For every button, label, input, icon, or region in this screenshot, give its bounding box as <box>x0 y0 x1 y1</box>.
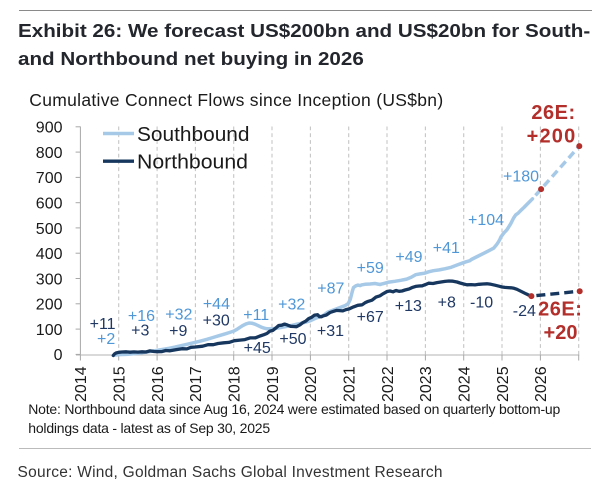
svg-text:Northbound: Northbound <box>137 152 248 174</box>
svg-text:600: 600 <box>36 196 63 213</box>
svg-text:2015: 2015 <box>112 366 129 402</box>
svg-text:+16: +16 <box>128 308 155 325</box>
svg-text:2023: 2023 <box>418 366 435 402</box>
svg-text:2019: 2019 <box>265 366 282 402</box>
svg-text:+104: +104 <box>468 212 504 229</box>
svg-text:+200: +200 <box>527 126 577 148</box>
svg-text:2025: 2025 <box>495 366 512 402</box>
svg-text:+49: +49 <box>395 249 422 266</box>
svg-text:+87: +87 <box>317 281 344 298</box>
svg-text:Southbound: Southbound <box>137 124 250 146</box>
svg-text:100: 100 <box>36 322 63 339</box>
svg-text:400: 400 <box>36 246 63 263</box>
svg-text:+3: +3 <box>131 322 149 339</box>
svg-text:+30: +30 <box>203 312 230 329</box>
svg-text:2020: 2020 <box>303 366 320 402</box>
svg-text:+45: +45 <box>244 340 271 357</box>
svg-text:-10: -10 <box>470 294 493 311</box>
svg-text:+20: +20 <box>544 322 578 344</box>
svg-text:-24: -24 <box>513 303 536 320</box>
svg-text:2014: 2014 <box>73 366 90 402</box>
svg-text:2024: 2024 <box>457 366 474 402</box>
svg-text:500: 500 <box>36 221 63 238</box>
svg-text:+32: +32 <box>278 296 305 313</box>
svg-text:2021: 2021 <box>342 366 359 402</box>
svg-text:+31: +31 <box>317 323 344 340</box>
svg-text:0: 0 <box>54 347 63 364</box>
svg-text:+13: +13 <box>395 298 422 315</box>
svg-text:2017: 2017 <box>188 366 205 402</box>
svg-text:+9: +9 <box>169 323 187 340</box>
svg-text:800: 800 <box>36 145 63 162</box>
svg-text:+180: +180 <box>503 169 539 186</box>
svg-text:+8: +8 <box>438 294 456 311</box>
svg-text:+41: +41 <box>433 240 460 257</box>
svg-text:26E:: 26E: <box>531 102 575 124</box>
svg-text:+2: +2 <box>97 331 115 348</box>
svg-text:26E:: 26E: <box>538 298 582 320</box>
svg-text:+32: +32 <box>165 306 192 323</box>
svg-text:+44: +44 <box>203 296 230 313</box>
svg-text:700: 700 <box>36 170 63 187</box>
svg-text:2016: 2016 <box>150 366 167 402</box>
svg-text:2022: 2022 <box>380 366 397 402</box>
svg-text:2026: 2026 <box>533 366 550 402</box>
svg-text:300: 300 <box>36 271 63 288</box>
svg-text:2018: 2018 <box>227 366 244 402</box>
svg-text:200: 200 <box>36 297 63 314</box>
svg-text:900: 900 <box>36 120 63 137</box>
svg-text:+11: +11 <box>243 307 269 324</box>
svg-text:+59: +59 <box>357 260 384 277</box>
svg-text:+67: +67 <box>357 309 384 326</box>
svg-text:+50: +50 <box>279 331 306 348</box>
svg-text:+11: +11 <box>90 316 116 333</box>
